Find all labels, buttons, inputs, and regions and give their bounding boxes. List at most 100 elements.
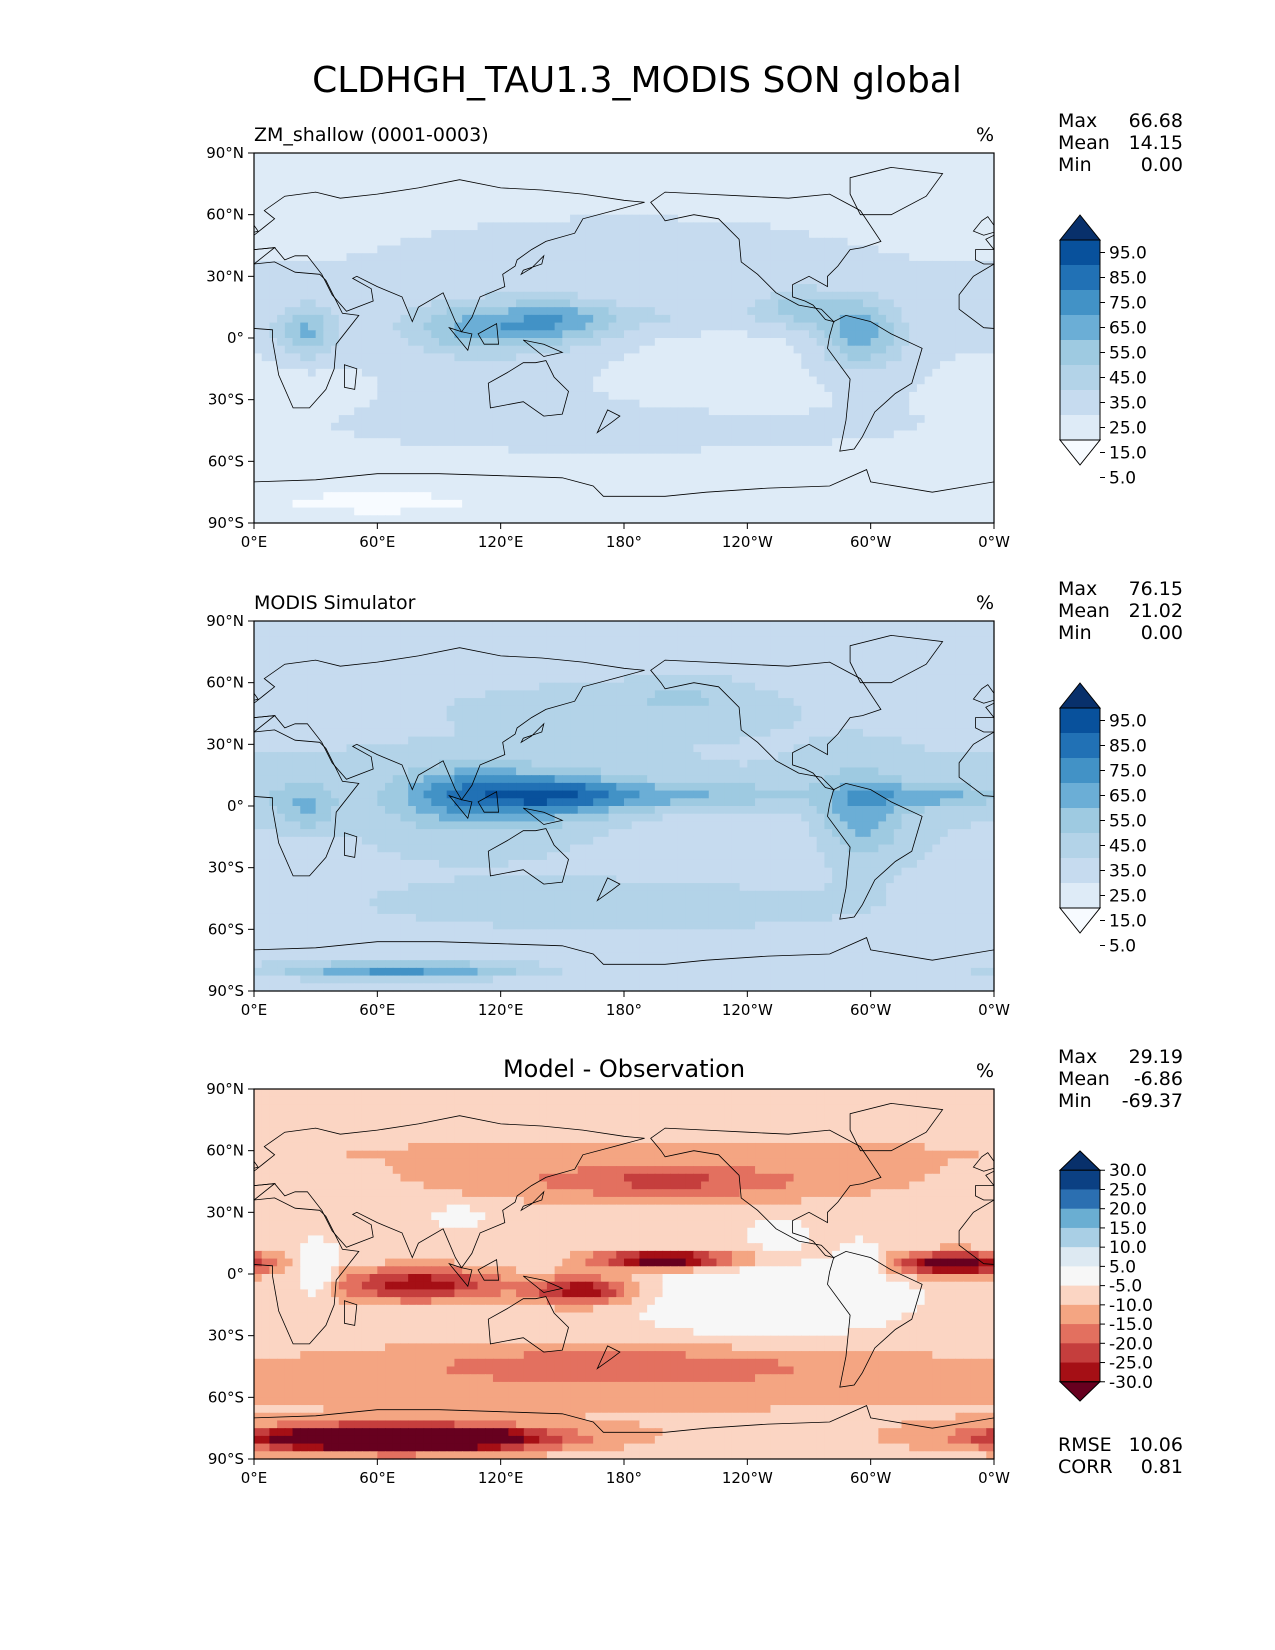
field-cell xyxy=(254,322,263,331)
field-cell xyxy=(446,476,456,486)
field-cell xyxy=(708,368,718,378)
field-cell xyxy=(839,407,849,416)
field-cell xyxy=(338,222,348,231)
field-cell xyxy=(523,453,533,462)
field-cell xyxy=(446,376,456,385)
field-cell xyxy=(485,330,494,339)
field-cell xyxy=(585,322,594,331)
field-cell xyxy=(600,307,610,316)
field-cell xyxy=(724,307,733,316)
field-cell xyxy=(261,361,271,370)
field-cell xyxy=(454,407,463,416)
field-cell xyxy=(315,399,324,408)
field-cell xyxy=(785,183,795,193)
field-cell xyxy=(577,445,587,455)
field-cell xyxy=(731,461,741,470)
field-cell xyxy=(947,353,957,362)
field-cell xyxy=(940,636,949,645)
field-cell xyxy=(562,507,571,516)
field-cell xyxy=(585,376,594,385)
field-cell xyxy=(801,469,810,478)
field-cell xyxy=(809,237,818,247)
field-cell xyxy=(893,422,903,432)
field-cell xyxy=(431,322,440,331)
field-cell xyxy=(361,376,371,385)
colorbar-tick-label: 35.0 xyxy=(1109,394,1147,414)
field-cell xyxy=(261,461,271,470)
field-cell xyxy=(909,230,918,239)
field-cell xyxy=(307,276,317,285)
field-cell xyxy=(485,453,494,462)
field-cell xyxy=(916,492,926,501)
field-cell xyxy=(647,168,656,177)
field-cell xyxy=(924,330,933,339)
field-cell xyxy=(816,636,826,645)
field-cell xyxy=(677,407,687,416)
field-cell xyxy=(423,199,432,208)
field-cell xyxy=(385,222,394,231)
field-cell xyxy=(616,222,625,231)
field-cell xyxy=(839,484,849,493)
field-cell xyxy=(454,368,463,378)
field-cell xyxy=(523,407,533,416)
field-cell xyxy=(439,338,448,347)
field-cell xyxy=(701,260,710,270)
field-cell xyxy=(593,330,602,339)
field-cell xyxy=(647,338,656,347)
field-cell xyxy=(901,299,910,308)
field-cell xyxy=(832,338,841,347)
field-cell xyxy=(616,384,625,393)
field-cell xyxy=(662,183,671,193)
field-cell xyxy=(940,368,949,378)
field-cell xyxy=(585,222,594,231)
field-cell xyxy=(932,461,941,470)
field-cell xyxy=(323,430,332,439)
field-cell xyxy=(785,338,795,347)
field-cell xyxy=(778,299,787,308)
field-cell xyxy=(677,353,687,362)
field-cell xyxy=(508,314,517,324)
field-cell xyxy=(955,368,964,378)
field-cell xyxy=(446,391,456,401)
field-cell xyxy=(593,314,602,324)
field-cell xyxy=(793,628,802,638)
field-cell xyxy=(916,260,926,270)
field-cell xyxy=(677,484,687,493)
field-cell xyxy=(392,330,402,339)
field-cell xyxy=(300,330,309,339)
field-cell xyxy=(585,230,594,239)
field-cell xyxy=(677,384,687,393)
field-cell xyxy=(986,345,995,355)
field-cell xyxy=(716,492,725,501)
field-cell xyxy=(693,199,702,208)
field-cell xyxy=(477,391,486,401)
field-cell xyxy=(978,338,987,347)
field-cell xyxy=(963,430,972,439)
field-cell xyxy=(454,492,463,501)
field-cell xyxy=(261,353,271,362)
field-cell xyxy=(307,299,317,308)
field-cell xyxy=(755,492,764,501)
field-cell xyxy=(562,368,571,378)
field-cell xyxy=(793,636,802,645)
field-cell xyxy=(770,284,779,293)
field-cell xyxy=(292,322,301,331)
field-cell xyxy=(323,214,332,223)
field-cell xyxy=(562,183,571,193)
field-cell xyxy=(647,430,656,439)
field-cell xyxy=(292,438,301,447)
field-cell xyxy=(801,276,810,285)
field-cell xyxy=(269,484,278,493)
field-cell xyxy=(816,222,826,231)
field-cell xyxy=(832,183,841,193)
field-cell xyxy=(554,361,563,370)
field-cell xyxy=(932,307,941,316)
field-cell xyxy=(608,507,617,516)
field-cell xyxy=(693,307,702,316)
field-cell xyxy=(724,469,733,478)
field-cell xyxy=(801,430,810,439)
field-cell xyxy=(377,237,386,247)
field-cell xyxy=(631,361,641,370)
field-cell xyxy=(616,361,625,370)
field-cell xyxy=(315,237,324,247)
